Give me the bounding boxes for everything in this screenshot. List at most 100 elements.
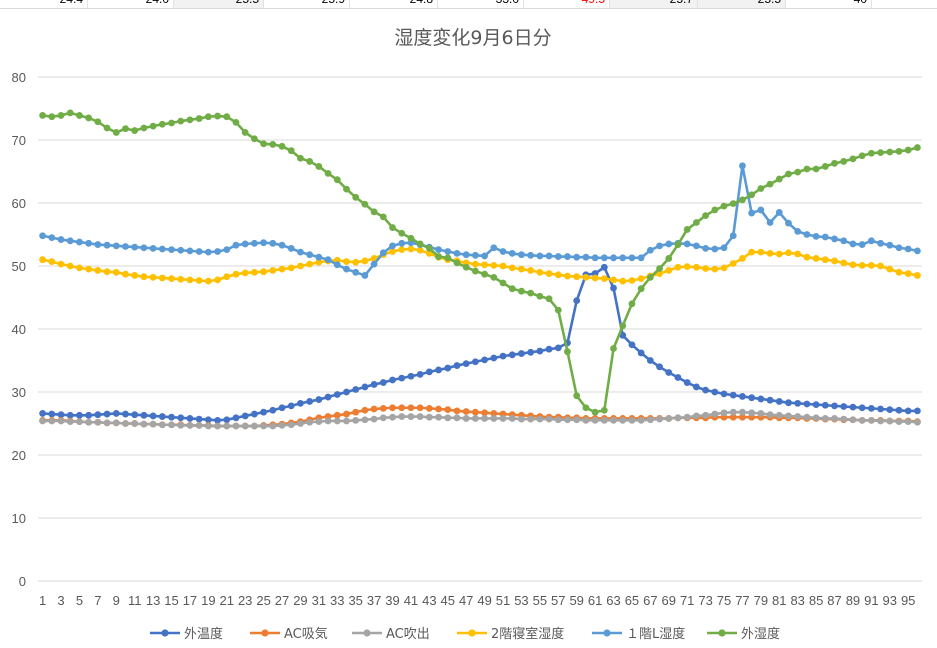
data-point — [877, 262, 884, 270]
data-point — [315, 258, 323, 266]
data-point — [232, 422, 240, 430]
data-point — [637, 349, 645, 357]
data-point — [554, 306, 562, 314]
data-point — [223, 422, 231, 430]
data-point — [269, 422, 277, 430]
data-point — [168, 246, 175, 254]
data-point — [490, 415, 498, 422]
data-point — [260, 408, 267, 416]
y-tick-label: 50 — [12, 259, 26, 274]
legend-label: AC吹出 — [386, 627, 430, 642]
data-point — [803, 400, 811, 408]
data-point — [241, 129, 249, 136]
data-point — [177, 275, 185, 283]
series-0 — [39, 263, 921, 424]
data-point — [407, 234, 415, 242]
data-point — [361, 272, 369, 279]
y-tick-label: 70 — [12, 133, 26, 148]
data-point — [57, 236, 65, 243]
strip-cell: 24.4 — [0, 0, 88, 8]
data-point — [803, 253, 811, 261]
data-point — [260, 422, 267, 430]
data-point — [766, 180, 774, 188]
data-point — [112, 419, 120, 427]
data-point — [204, 248, 212, 256]
data-point — [914, 144, 921, 151]
data-point — [711, 265, 719, 273]
data-point — [66, 418, 74, 426]
data-point — [140, 411, 148, 419]
data-point — [407, 413, 415, 420]
data-point — [554, 416, 562, 424]
data-point — [122, 270, 129, 278]
data-point — [656, 242, 663, 250]
data-point — [518, 251, 525, 259]
data-point — [785, 249, 792, 257]
x-axis-ticks: 1 3 5 7 9 11 13 15 17 19 21 23 25 27 29 31 33 35 37 39 41 43 4… — [39, 593, 915, 608]
data-point — [775, 411, 783, 419]
data-point — [693, 219, 700, 226]
data-point — [168, 421, 175, 429]
data-point — [453, 362, 461, 369]
data-point — [66, 109, 74, 117]
data-point — [821, 163, 829, 170]
data-point — [195, 421, 203, 429]
x-tick-label: 87 — [827, 593, 841, 608]
spreadsheet-row-strip: 24.424.025.525.924.833.049.525.725.540 — [0, 0, 937, 9]
data-point — [600, 416, 608, 424]
data-point — [499, 352, 507, 360]
data-point — [66, 237, 74, 245]
data-point — [343, 410, 350, 418]
data-point — [140, 244, 148, 252]
data-point — [462, 408, 470, 415]
data-point — [435, 413, 442, 421]
data-point — [149, 420, 157, 428]
data-point — [57, 112, 65, 119]
data-point — [481, 356, 488, 364]
data-point — [564, 272, 571, 280]
data-point — [573, 416, 581, 424]
x-tick-label: 23 — [238, 593, 252, 608]
data-point — [297, 154, 304, 162]
data-point — [379, 379, 387, 386]
legend-marker — [603, 629, 611, 637]
data-point — [757, 395, 765, 403]
data-point — [315, 163, 323, 170]
data-point — [297, 248, 304, 256]
data-point — [785, 412, 792, 420]
data-point — [204, 416, 212, 424]
data-point — [821, 415, 829, 422]
x-tick-label: 13 — [146, 593, 160, 608]
data-point — [711, 388, 719, 396]
x-tick-label: 91 — [864, 593, 878, 608]
data-point — [140, 420, 148, 428]
data-point — [591, 254, 599, 262]
data-point — [453, 407, 461, 415]
data-point — [766, 219, 774, 226]
data-point — [398, 229, 406, 237]
data-point — [591, 274, 599, 282]
data-point — [831, 257, 838, 265]
data-point — [895, 268, 903, 276]
x-tick-label: 95 — [901, 593, 915, 608]
data-point — [472, 267, 479, 275]
data-point — [775, 250, 783, 258]
data-point — [462, 263, 470, 271]
data-point — [720, 202, 728, 210]
data-point — [352, 416, 360, 424]
strip-cell: 25.5 — [698, 0, 786, 8]
data-point — [739, 408, 746, 416]
data-point — [702, 244, 709, 252]
data-point — [168, 119, 175, 127]
data-point — [867, 404, 875, 412]
data-point — [352, 386, 360, 393]
data-point — [748, 248, 756, 256]
data-point — [361, 406, 369, 414]
data-point — [785, 399, 792, 407]
data-point — [702, 265, 709, 272]
x-tick-label: 81 — [772, 593, 786, 608]
data-point — [260, 239, 267, 247]
data-point — [600, 406, 608, 414]
data-point — [794, 250, 802, 258]
legend: 外温度 AC吸気 AC吹出 2階寝室湿度 １階L湿度 外湿度 — [150, 626, 780, 642]
